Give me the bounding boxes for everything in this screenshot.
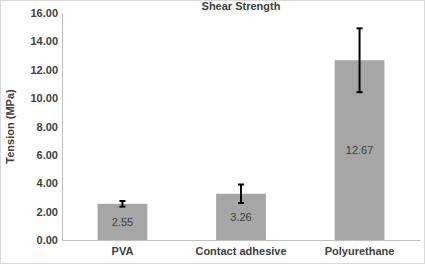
chart-frame [1, 1, 425, 264]
x-tick: Contact adhesive [195, 240, 286, 257]
data-label: 2.55 [112, 216, 133, 228]
x-tick: Polyurethane [325, 240, 395, 257]
bars [98, 28, 385, 240]
y-tick: 2.00 [37, 206, 62, 218]
y-tick-label: 14.00 [30, 35, 58, 47]
y-tick-label: 4.00 [37, 177, 58, 189]
y-tick: 12.00 [30, 64, 62, 76]
y-tick-label: 2.00 [37, 206, 58, 218]
x-tick: PVA [112, 240, 134, 257]
error-cap [238, 184, 244, 186]
x-tick-label: Polyurethane [325, 245, 395, 257]
y-tick: 6.00 [37, 149, 62, 161]
plot: 0.00 2.00 4.00 6.00 8.00 10.00 12.00 14.00 16.00… [30, 7, 420, 257]
y-tick: 4.00 [37, 177, 62, 189]
error-stem [240, 185, 242, 203]
error-bar [357, 28, 363, 92]
y-axis: 0.00 2.00 4.00 6.00 8.00 10.00 12.00 14.00 16.00 [30, 7, 62, 246]
y-axis-line [62, 14, 63, 241]
y-tick: 10.00 [30, 92, 62, 104]
error-cap [119, 206, 125, 208]
data-label: 3.26 [230, 211, 251, 223]
y-tick: 16.00 [30, 7, 62, 19]
y-tick: 0.00 [37, 234, 62, 246]
error-cap [357, 27, 363, 29]
error-cap [357, 91, 363, 93]
y-axis-title: Tension (MPa) [4, 89, 16, 164]
x-tick-label: Contact adhesive [195, 245, 286, 257]
chart-title: Shear Strength [202, 0, 281, 12]
data-labels: 2.55 3.26 12.67 [112, 144, 374, 228]
y-tick-label: 0.00 [37, 234, 58, 246]
error-bar [119, 201, 125, 207]
x-axis-line [63, 240, 421, 241]
y-tick-label: 6.00 [37, 149, 58, 161]
x-axis: PVA Contact adhesive Polyurethane [63, 240, 421, 257]
y-tick-label: 10.00 [30, 92, 58, 104]
chart: 0.00 2.00 4.00 6.00 8.00 10.00 12.00 14.00 16.00… [0, 0, 425, 264]
y-tick-label: 16.00 [30, 7, 58, 19]
error-bar [238, 185, 244, 203]
y-tick-label: 8.00 [37, 121, 58, 133]
bar [98, 204, 148, 240]
data-label: 12.67 [346, 144, 374, 156]
error-stem [359, 28, 361, 92]
error-cap [119, 200, 125, 202]
x-tick-label: PVA [112, 245, 134, 257]
y-tick-label: 12.00 [30, 64, 58, 76]
y-tick: 14.00 [30, 35, 62, 47]
y-tick: 8.00 [37, 121, 62, 133]
error-cap [238, 202, 244, 204]
